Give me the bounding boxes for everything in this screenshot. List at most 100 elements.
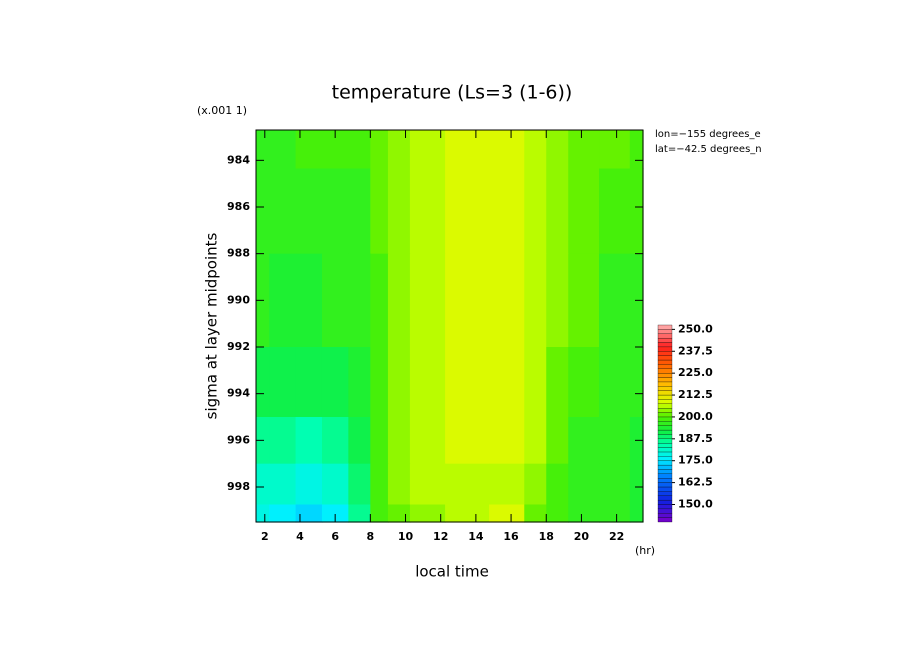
contour-cell <box>524 347 547 418</box>
contour-cell <box>546 417 569 465</box>
x-tick-label: 6 <box>331 530 339 543</box>
contour-cell <box>409 417 446 465</box>
colorbar-swatch <box>657 482 673 488</box>
contour-cell <box>489 417 525 465</box>
y-tick-label: 984 <box>227 153 250 166</box>
colorbar-swatch <box>657 416 673 422</box>
contour-cell <box>599 130 631 170</box>
x-tick-label: 14 <box>468 530 484 543</box>
colorbar-swatch <box>657 337 673 343</box>
colorbar-swatch <box>657 438 673 444</box>
contour-cell <box>295 463 323 506</box>
contour-cell <box>269 417 297 465</box>
colorbar-swatch <box>657 425 673 431</box>
contour-cell <box>445 463 490 506</box>
contour-cell <box>489 253 525 348</box>
contour-cell <box>387 347 411 418</box>
colorbar-swatch <box>657 386 673 391</box>
contour-cell <box>599 504 631 523</box>
contour-cell <box>599 463 631 506</box>
contour-cell <box>546 130 569 170</box>
contour-cell <box>295 347 323 418</box>
colorbar-swatch <box>657 486 673 492</box>
colorbar-swatch <box>657 394 673 400</box>
colorbar-swatch <box>657 346 673 352</box>
contour-cell <box>524 417 547 465</box>
x-axis-label: local time <box>415 563 489 581</box>
plot-frame <box>255 129 644 523</box>
colorbar-swatch <box>657 390 673 396</box>
y-tick-label: 992 <box>227 340 250 353</box>
contour-cell <box>409 463 446 506</box>
contour-cell <box>524 504 547 523</box>
colorbar-swatch <box>657 373 673 378</box>
contour-cell <box>387 168 411 255</box>
contour-cell <box>568 463 600 506</box>
contour-cell <box>370 347 389 418</box>
y-tick-label: 994 <box>227 387 250 400</box>
x-tick-label: 4 <box>296 530 304 543</box>
colorbar-swatch <box>657 499 673 505</box>
colorbar-tick-label: 150.0 <box>678 497 713 510</box>
colorbar-swatch <box>657 478 673 483</box>
contour-cell <box>629 130 644 170</box>
contour-cell <box>387 417 411 465</box>
contour-cell <box>269 253 297 348</box>
contour-cell <box>409 253 446 348</box>
contour-cell <box>629 463 644 506</box>
x-unit: (hr) <box>635 544 655 557</box>
x-tick-label: 2 <box>261 530 269 543</box>
colorbar-swatch <box>657 456 673 461</box>
scale-note: (x.001 1) <box>197 104 247 117</box>
contour-cell <box>256 168 270 255</box>
contour-cell <box>387 130 411 170</box>
contour-cell <box>256 463 270 506</box>
colorbar-swatch <box>657 508 673 514</box>
contour-cell <box>524 463 547 506</box>
contour-cell <box>445 417 490 465</box>
contour-cell <box>445 253 490 348</box>
contour-cell <box>370 504 389 523</box>
contour-cell <box>295 168 323 255</box>
contour-cell <box>370 253 389 348</box>
colorbar-swatch <box>657 403 673 409</box>
contour-cell <box>321 504 349 523</box>
annotation: lon=−155 degrees_e <box>655 129 761 140</box>
colorbar-swatch <box>657 333 673 339</box>
y-tick-label: 998 <box>227 480 250 493</box>
x-tick-label: 22 <box>609 530 624 543</box>
colorbar-tick-label: 225.0 <box>678 366 713 379</box>
colorbar-swatch <box>657 381 673 387</box>
colorbar-swatch <box>657 504 673 510</box>
colorbar-swatch <box>657 473 673 479</box>
colorbar-swatch <box>657 359 673 365</box>
contour-cell <box>256 130 270 170</box>
colorbar-tick-label: 187.5 <box>678 432 713 445</box>
contour-cell <box>256 347 270 418</box>
contour-cell <box>546 347 569 418</box>
contour-cell <box>321 417 349 465</box>
contour-cell <box>546 253 569 348</box>
colorbar-swatch <box>657 447 673 453</box>
contour-cell <box>489 130 525 170</box>
contour-cell <box>295 504 323 523</box>
contour-cell <box>599 347 631 418</box>
colorbar-swatch <box>657 377 673 383</box>
contour-cell <box>599 417 631 465</box>
contour-cell <box>387 463 411 506</box>
contour-cell <box>387 253 411 348</box>
y-tick-label: 990 <box>227 293 250 306</box>
colorbar-swatch <box>657 469 673 474</box>
contour-cell <box>445 347 490 418</box>
colorbar-swatch <box>657 408 673 413</box>
colorbar-swatch <box>657 342 673 348</box>
colorbar-swatch <box>657 399 673 404</box>
contour-cell <box>629 504 644 523</box>
contour-cell <box>348 347 371 418</box>
contour-cell <box>409 347 446 418</box>
colorbar-swatch <box>657 329 673 334</box>
contour-cell <box>348 504 371 523</box>
contour-cell <box>568 417 600 465</box>
contour-cell <box>568 347 600 418</box>
